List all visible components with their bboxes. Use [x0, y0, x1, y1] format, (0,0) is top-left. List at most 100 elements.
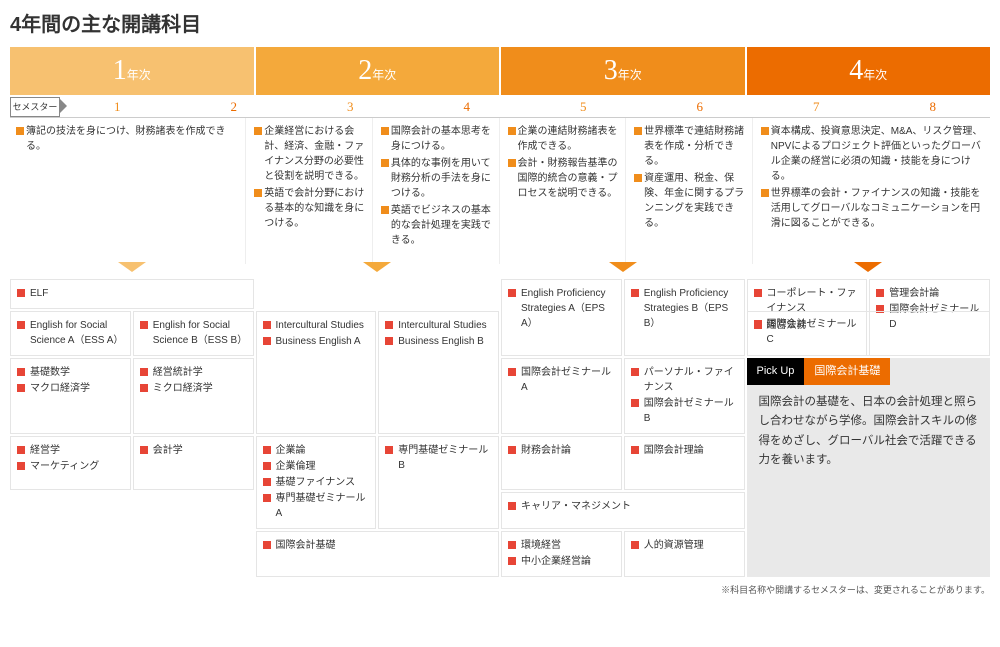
- course-item: 経営法務: [754, 318, 984, 333]
- page-title: 4年間の主な開講科目: [10, 8, 990, 37]
- desc-bullet: 資産運用、税金、保険、年金に関するプランニングを実践できる。: [634, 171, 746, 231]
- course-item: English for Social Science A（ESS A）: [17, 318, 124, 348]
- course-name: 国際会計理論: [644, 443, 704, 458]
- desc-sem3: 企業経営における会計、経済、金融・ファイナンス分野の必要性と役割を説明できる。英…: [248, 118, 373, 264]
- course-name: 人的資源管理: [644, 538, 704, 553]
- course-cell: English Proficiency Strategies A（EPS A）: [501, 279, 622, 356]
- course-cell: 専門基礎ゼミナールB: [378, 436, 499, 529]
- course-cell: 企業論企業倫理基礎ファイナンス専門基礎ゼミナールA: [256, 436, 377, 529]
- desc-sem4: 国際会計の基本思考を身につける。具体的な事例を用いて財務分析の手法を身につける。…: [375, 118, 500, 264]
- semester-3: 3: [293, 97, 408, 117]
- year-1: 1年次: [10, 47, 254, 95]
- footnote: ※科目名称や開講するセメスターは、変更されることがあります。: [10, 583, 990, 596]
- arrow-1: [10, 262, 254, 275]
- course-item: Business English B: [385, 334, 492, 349]
- course-item: 基礎ファイナンス: [263, 475, 370, 490]
- course-name: 会計学: [153, 443, 183, 458]
- square-icon: [140, 321, 148, 329]
- desc-text: 会計・財務報告基準の国際的統合の意義・プロセスを説明できる。: [518, 156, 620, 201]
- course-name: Business English A: [276, 334, 361, 349]
- course-cell: 財務会計論: [501, 436, 622, 490]
- square-icon: [761, 189, 769, 197]
- course-name: 国際会計ゼミナールB: [644, 396, 738, 426]
- course-item: マーケティング: [17, 459, 124, 474]
- course-name: 経営学: [30, 443, 60, 458]
- course-item: English Proficiency Strategies A（EPS A）: [508, 286, 615, 331]
- chevron-down-icon: [854, 262, 882, 272]
- square-icon: [17, 462, 25, 470]
- course-item: ELF: [17, 286, 247, 301]
- course-cell: 経営法務: [747, 311, 991, 356]
- semester-label: セメスター: [10, 97, 60, 117]
- square-icon: [508, 159, 516, 167]
- course-item: マクロ経済学: [17, 381, 124, 396]
- desc-text: 英語で会計分野における基本的な知識を身につける。: [264, 186, 366, 231]
- desc-bullet: 世界標準の会計・ファイナンスの知識・技能を活用してグローバルなコミュニケーション…: [761, 186, 984, 231]
- course-name: マクロ経済学: [30, 381, 90, 396]
- desc-bullet: 英語で会計分野における基本的な知識を身につける。: [254, 186, 366, 231]
- desc-text: 企業経営における会計、経済、金融・ファイナンス分野の必要性と役割を説明できる。: [264, 124, 366, 184]
- arrow-row: [10, 262, 990, 275]
- course-item: パーソナル・ファイナンス: [631, 365, 738, 395]
- course-name: 基礎数学: [30, 365, 70, 380]
- semester-5: 5: [526, 97, 641, 117]
- square-icon: [140, 384, 148, 392]
- square-icon: [17, 384, 25, 392]
- desc-text: 国際会計の基本思考を身につける。: [391, 124, 493, 154]
- course-item: 専門基礎ゼミナールB: [385, 443, 492, 473]
- course-item: 国際会計理論: [631, 443, 738, 458]
- course-item: Business English A: [263, 334, 370, 349]
- course-item: 会計学: [140, 443, 247, 458]
- square-icon: [631, 289, 639, 297]
- square-icon: [385, 446, 393, 454]
- square-icon: [263, 446, 271, 454]
- course-name: ELF: [30, 286, 48, 301]
- course-name: ミクロ経済学: [153, 381, 213, 396]
- desc-bullet: 英語でビジネスの基本的な会計処理を実践できる。: [381, 203, 493, 248]
- desc-bullet: 簿記の技法を身につけ、財務諸表を作成できる。: [16, 124, 239, 154]
- course-name: 財務会計論: [521, 443, 571, 458]
- course-cell: 基礎数学マクロ経済学: [10, 358, 131, 434]
- square-icon: [263, 321, 271, 329]
- square-icon: [761, 127, 769, 135]
- square-icon: [17, 446, 25, 454]
- square-icon: [631, 368, 639, 376]
- desc-year4: 資本構成、投資意思決定、M&A、リスク管理、NPVによるプロジェクト評価といった…: [755, 118, 990, 264]
- course-item: 国際会計ゼミナールA: [508, 365, 615, 395]
- desc-bullet: 資本構成、投資意思決定、M&A、リスク管理、NPVによるプロジェクト評価といった…: [761, 124, 984, 184]
- course-item: 環境経営: [508, 538, 615, 553]
- course-cell: Intercultural StudiesBusiness English A: [256, 311, 377, 434]
- year-3-num: 3: [604, 55, 618, 86]
- desc-text: 世界標準の会計・ファイナンスの知識・技能を活用してグローバルなコミュニケーション…: [771, 186, 984, 231]
- course-name: 企業論: [276, 443, 306, 458]
- course-cell: 経営学マーケティング: [10, 436, 131, 490]
- course-cell: ELF: [10, 279, 254, 309]
- course-cell: 国際会計理論: [624, 436, 745, 490]
- course-name: English for Social Science B（ESS B）: [153, 318, 247, 348]
- square-icon: [385, 321, 393, 329]
- course-item: ミクロ経済学: [140, 381, 247, 396]
- desc-text: 英語でビジネスの基本的な会計処理を実践できる。: [391, 203, 493, 248]
- pickup-box: Pick Up 国際会計基礎 国際会計の基礎を、日本の会計処理と照らし合わせなが…: [747, 358, 991, 577]
- course-item: 専門基礎ゼミナールA: [263, 491, 370, 521]
- desc-sem5: 企業の連結財務諸表を作成できる。会計・財務報告基準の国際的統合の意義・プロセスを…: [502, 118, 627, 264]
- course-name: English Proficiency Strategies B（EPS B）: [644, 286, 738, 331]
- course-cell: English Proficiency Strategies B（EPS B）: [624, 279, 745, 356]
- chevron-down-icon: [363, 262, 391, 272]
- arrow-3: [501, 262, 745, 275]
- square-icon: [508, 127, 516, 135]
- course-cell: パーソナル・ファイナンス国際会計ゼミナールB: [624, 358, 745, 434]
- course-name: マーケティング: [30, 459, 99, 474]
- square-icon: [381, 127, 389, 135]
- course-item: 経営統計学: [140, 365, 247, 380]
- course-name: パーソナル・ファイナンス: [644, 365, 738, 395]
- course-item: 企業論: [263, 443, 370, 458]
- square-icon: [263, 478, 271, 486]
- desc-text: 企業の連結財務諸表を作成できる。: [518, 124, 620, 154]
- course-item: Intercultural Studies: [385, 318, 492, 333]
- course-item: English Proficiency Strategies B（EPS B）: [631, 286, 738, 331]
- course-item: 国際会計ゼミナールB: [631, 396, 738, 426]
- arrow-4: [747, 262, 991, 275]
- course-name: 環境経営: [521, 538, 561, 553]
- course-item: 経営学: [17, 443, 124, 458]
